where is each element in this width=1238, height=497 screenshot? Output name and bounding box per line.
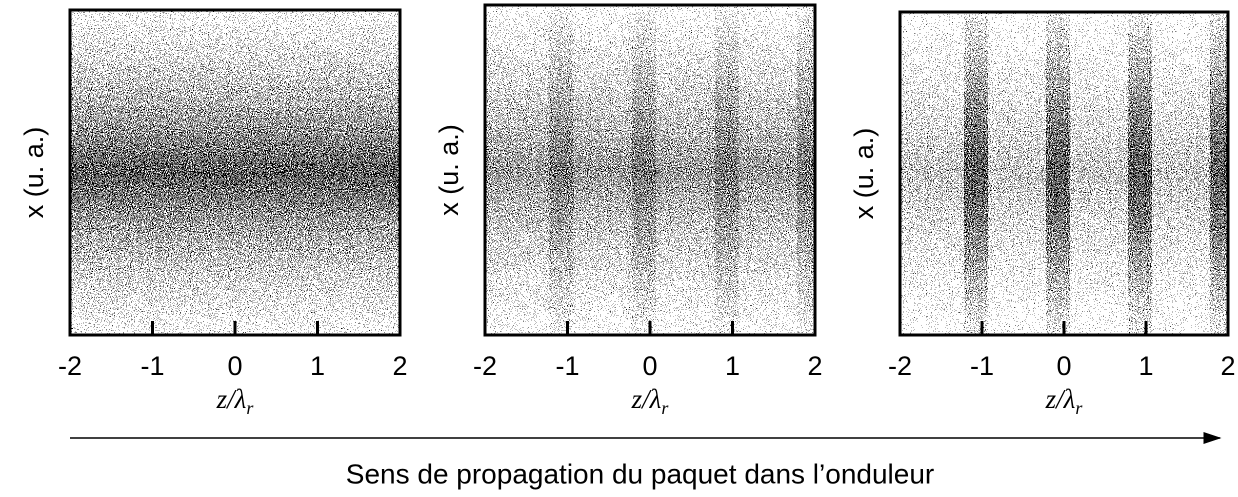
x-axis-label-main: z/λ: [631, 384, 662, 414]
x-tick-label: 1: [1138, 351, 1153, 381]
y-axis-label: x (u. a.): [849, 128, 879, 220]
x-tick-label: 0: [227, 351, 242, 381]
x-tick-label: 2: [392, 351, 407, 381]
x-tick-label: -2: [58, 351, 82, 381]
x-tick-label: 0: [642, 351, 657, 381]
x-axis-label: z/λr: [631, 384, 670, 418]
x-axis-label-main: z/λ: [216, 384, 247, 414]
x-tick-label: -1: [555, 351, 579, 381]
x-axis-label: z/λr: [1045, 384, 1084, 418]
x-axis-label: z/λr: [216, 384, 255, 418]
x-tick-label: 1: [310, 351, 325, 381]
x-tick-label: 2: [807, 351, 822, 381]
y-axis-label: x (u. a.): [434, 124, 464, 216]
x-tick-label: -1: [970, 351, 994, 381]
x-tick-label: 1: [725, 351, 740, 381]
x-tick-label: 2: [1220, 351, 1235, 381]
x-tick-label: -2: [888, 351, 912, 381]
caption: Sens de propagation du paquet dans l’ond…: [346, 458, 934, 489]
x-tick-label: 0: [1056, 351, 1071, 381]
particle-cloud: [485, 5, 821, 335]
particle-cloud: [70, 10, 400, 335]
x-axis-label-sub: r: [661, 398, 669, 418]
x-axis-label-sub: r: [1075, 398, 1083, 418]
x-tick-label: -1: [140, 351, 164, 381]
y-axis-label: x (u. a.): [19, 127, 49, 219]
x-axis-label-sub: r: [246, 398, 254, 418]
particle-cloud: [900, 12, 1234, 335]
x-tick-label: -2: [473, 351, 497, 381]
x-axis-label-main: z/λ: [1045, 384, 1076, 414]
